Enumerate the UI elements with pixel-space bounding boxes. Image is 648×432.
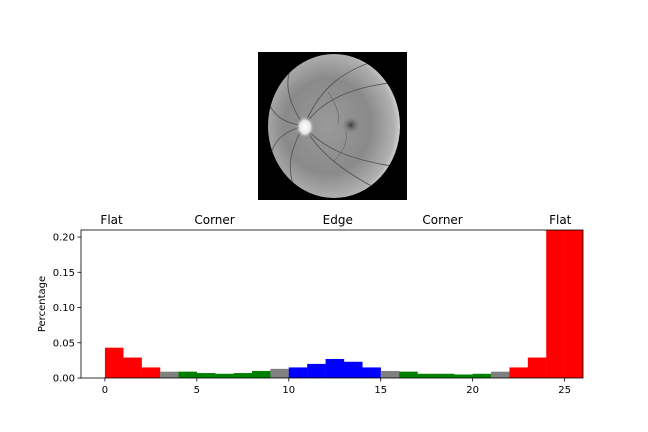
histogram-bar [252, 370, 271, 378]
histogram-bar [178, 371, 198, 378]
histogram-bar [546, 230, 565, 378]
histogram-bar [288, 367, 308, 378]
y-tick-label: 0.20 [53, 233, 75, 244]
histogram-bar [104, 347, 124, 378]
y-tick-label: 0.00 [53, 374, 75, 385]
histogram-bar [491, 371, 510, 378]
histogram-bar [362, 367, 381, 378]
region-label: Flat [100, 213, 123, 227]
histogram-bar [123, 357, 142, 378]
x-tick-label: 20 [466, 385, 479, 396]
histogram-bar [454, 374, 473, 378]
x-tick-label: 0 [102, 385, 108, 396]
histogram-bar [141, 367, 161, 378]
region-label: Corner [422, 213, 462, 227]
y-axis-label: Percentage [37, 276, 48, 332]
histogram-bar [343, 361, 363, 378]
region-label: Flat [549, 213, 572, 227]
y-axis-ticks: 0.00 0.05 0.10 0.15 0.20 [53, 233, 81, 385]
histogram-bar [527, 357, 547, 378]
histogram-bar [215, 373, 234, 378]
histogram-bar [399, 371, 418, 378]
histogram-bar [435, 373, 455, 378]
histogram-bar [380, 370, 400, 378]
plot-frame [80, 229, 584, 379]
histogram-bar [417, 373, 437, 378]
histogram-bar [160, 371, 179, 378]
y-tick-label: 0.10 [53, 303, 75, 314]
y-tick-label: 0.05 [53, 338, 75, 349]
x-tick-label: 15 [374, 385, 387, 396]
region-label: Edge [323, 213, 353, 227]
histogram-bar [472, 373, 492, 378]
histogram-bar [196, 373, 216, 378]
histogram-bar [325, 358, 345, 378]
x-tick-label: 25 [558, 385, 571, 396]
histogram-bar [564, 230, 583, 378]
histogram-bars [104, 230, 583, 378]
x-tick-label: 10 [282, 385, 295, 396]
histogram-bar [270, 368, 289, 378]
histogram-bar [233, 373, 253, 378]
retina-fundus-image [258, 52, 407, 200]
region-label: Corner [194, 213, 234, 227]
histogram-bar [509, 367, 529, 378]
region-labels: Flat Corner Edge Corner Flat [100, 213, 571, 227]
histogram-bar [307, 363, 326, 378]
x-tick-label: 5 [194, 385, 200, 396]
x-axis-ticks: 0 5 10 15 20 25 [102, 378, 571, 396]
y-tick-label: 0.15 [53, 268, 75, 279]
